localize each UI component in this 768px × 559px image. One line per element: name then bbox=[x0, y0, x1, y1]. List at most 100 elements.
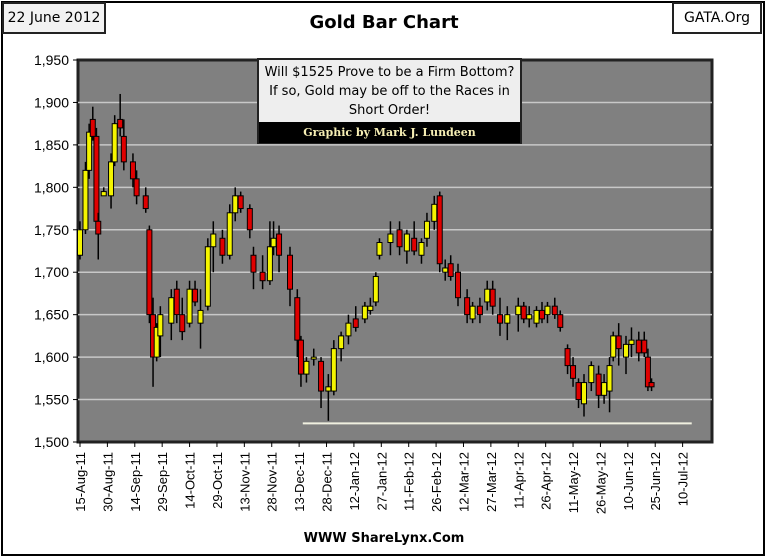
candle-down bbox=[287, 254, 293, 290]
candle-up bbox=[387, 233, 394, 244]
candle-down bbox=[146, 229, 153, 316]
candle-down bbox=[179, 314, 186, 333]
source-label: GATA.Org bbox=[672, 2, 762, 34]
candle-down bbox=[644, 356, 651, 388]
y-tick-label: 1,850 bbox=[34, 137, 69, 153]
candle-down bbox=[615, 335, 622, 350]
x-tick-label: 29-Sep-11 bbox=[155, 452, 170, 512]
x-tick-label: 11-Apr-12 bbox=[511, 452, 526, 509]
candle-down bbox=[455, 271, 461, 299]
candle-down bbox=[595, 373, 602, 396]
candle-up bbox=[157, 314, 164, 337]
candle-down bbox=[352, 318, 359, 328]
candle-up bbox=[345, 322, 352, 337]
y-tick-label: 1,500 bbox=[34, 434, 69, 450]
candle-up bbox=[581, 382, 587, 405]
candle-up bbox=[544, 305, 551, 316]
candle-down bbox=[447, 263, 454, 277]
candle-down bbox=[297, 339, 304, 375]
candle-down bbox=[635, 339, 642, 354]
candle-up bbox=[108, 161, 115, 197]
candle-up bbox=[606, 365, 613, 392]
candle-down bbox=[93, 135, 100, 222]
candle-down bbox=[250, 254, 257, 273]
candle-up bbox=[210, 233, 217, 248]
y-tick-label: 1,550 bbox=[34, 392, 69, 408]
candle-down bbox=[294, 297, 301, 341]
candle-up bbox=[515, 305, 522, 316]
candle-up bbox=[266, 246, 273, 282]
x-tick-label: 26-Apr-12 bbox=[539, 452, 554, 510]
candle-down bbox=[575, 382, 582, 401]
candle-up bbox=[588, 365, 595, 384]
x-tick-label: 11-May-12 bbox=[566, 452, 581, 513]
candle-up bbox=[197, 309, 204, 324]
candle-up bbox=[484, 288, 491, 303]
candle-down bbox=[551, 305, 558, 316]
x-tick-label: 26-May-12 bbox=[593, 452, 608, 514]
candle-up bbox=[232, 195, 239, 214]
chart-title: Gold Bar Chart bbox=[309, 12, 459, 33]
candle-down bbox=[95, 220, 102, 235]
candle-down bbox=[497, 314, 503, 324]
annotation-box: Will $1525 Prove to be a Firm Bottom? If… bbox=[257, 58, 522, 144]
candle-up bbox=[310, 356, 317, 360]
x-tick-label: 28-Nov-11 bbox=[265, 452, 280, 512]
candle-down bbox=[219, 237, 226, 256]
candle-up bbox=[628, 339, 635, 345]
candle-up bbox=[204, 246, 211, 307]
y-tick-label: 1,600 bbox=[34, 349, 69, 365]
candle-down bbox=[89, 118, 96, 137]
footer-url: WWW ShareLynx.Com bbox=[303, 531, 465, 546]
x-tick-label: 14-Oct-11 bbox=[183, 452, 198, 509]
y-tick-label: 1,900 bbox=[34, 94, 69, 110]
annotation-credit: Graphic by Mark J. Lundeen bbox=[259, 122, 520, 143]
candle-down bbox=[476, 305, 483, 316]
candle-up bbox=[82, 169, 89, 231]
x-tick-label: 25-Jun-12 bbox=[648, 452, 663, 511]
candle-up bbox=[325, 386, 332, 392]
candle-up bbox=[111, 123, 118, 163]
candle-down bbox=[557, 314, 564, 328]
candle-up bbox=[168, 297, 175, 324]
candle-down bbox=[436, 195, 443, 265]
candle-down bbox=[192, 288, 199, 303]
candle-up bbox=[86, 131, 93, 171]
x-tick-label: 13-Nov-11 bbox=[237, 452, 252, 512]
candle-up bbox=[338, 335, 345, 350]
y-tick-label: 1,650 bbox=[34, 307, 69, 323]
candle-down bbox=[120, 135, 127, 163]
y-tick-label: 1,800 bbox=[34, 179, 69, 195]
candle-up bbox=[77, 229, 83, 256]
candle-up bbox=[610, 335, 617, 358]
candle-up bbox=[330, 348, 337, 392]
x-tick-label: 11-Feb-12 bbox=[402, 452, 417, 511]
candle-up bbox=[361, 305, 368, 320]
candle-up bbox=[526, 314, 533, 320]
candle-down bbox=[411, 237, 418, 252]
date-label: 22 June 2012 bbox=[2, 2, 106, 34]
y-tick-label: 1,750 bbox=[34, 222, 69, 238]
candle-up bbox=[100, 191, 107, 197]
candle-down bbox=[564, 348, 571, 367]
candle-down bbox=[648, 382, 655, 388]
candle-up bbox=[533, 309, 540, 324]
candle-down bbox=[520, 305, 527, 320]
x-tick-label: 27-Jan-12 bbox=[374, 452, 389, 511]
candle-down bbox=[489, 288, 496, 307]
candle-up bbox=[469, 305, 476, 320]
candle-up bbox=[270, 237, 277, 248]
candle-down bbox=[276, 233, 283, 256]
candle-up bbox=[601, 382, 608, 396]
candle-up bbox=[367, 305, 374, 311]
candle-up bbox=[418, 242, 425, 256]
candle-up bbox=[376, 242, 383, 256]
y-tick-label: 1,950 bbox=[34, 52, 69, 68]
candle-up bbox=[431, 203, 438, 222]
candle-down bbox=[641, 339, 648, 354]
candle-up bbox=[226, 212, 233, 256]
candle-up bbox=[372, 275, 379, 303]
candle-up bbox=[403, 233, 410, 252]
x-tick-label: 12-Mar-12 bbox=[456, 452, 471, 512]
x-tick-label: 12-Jan-12 bbox=[347, 452, 362, 511]
